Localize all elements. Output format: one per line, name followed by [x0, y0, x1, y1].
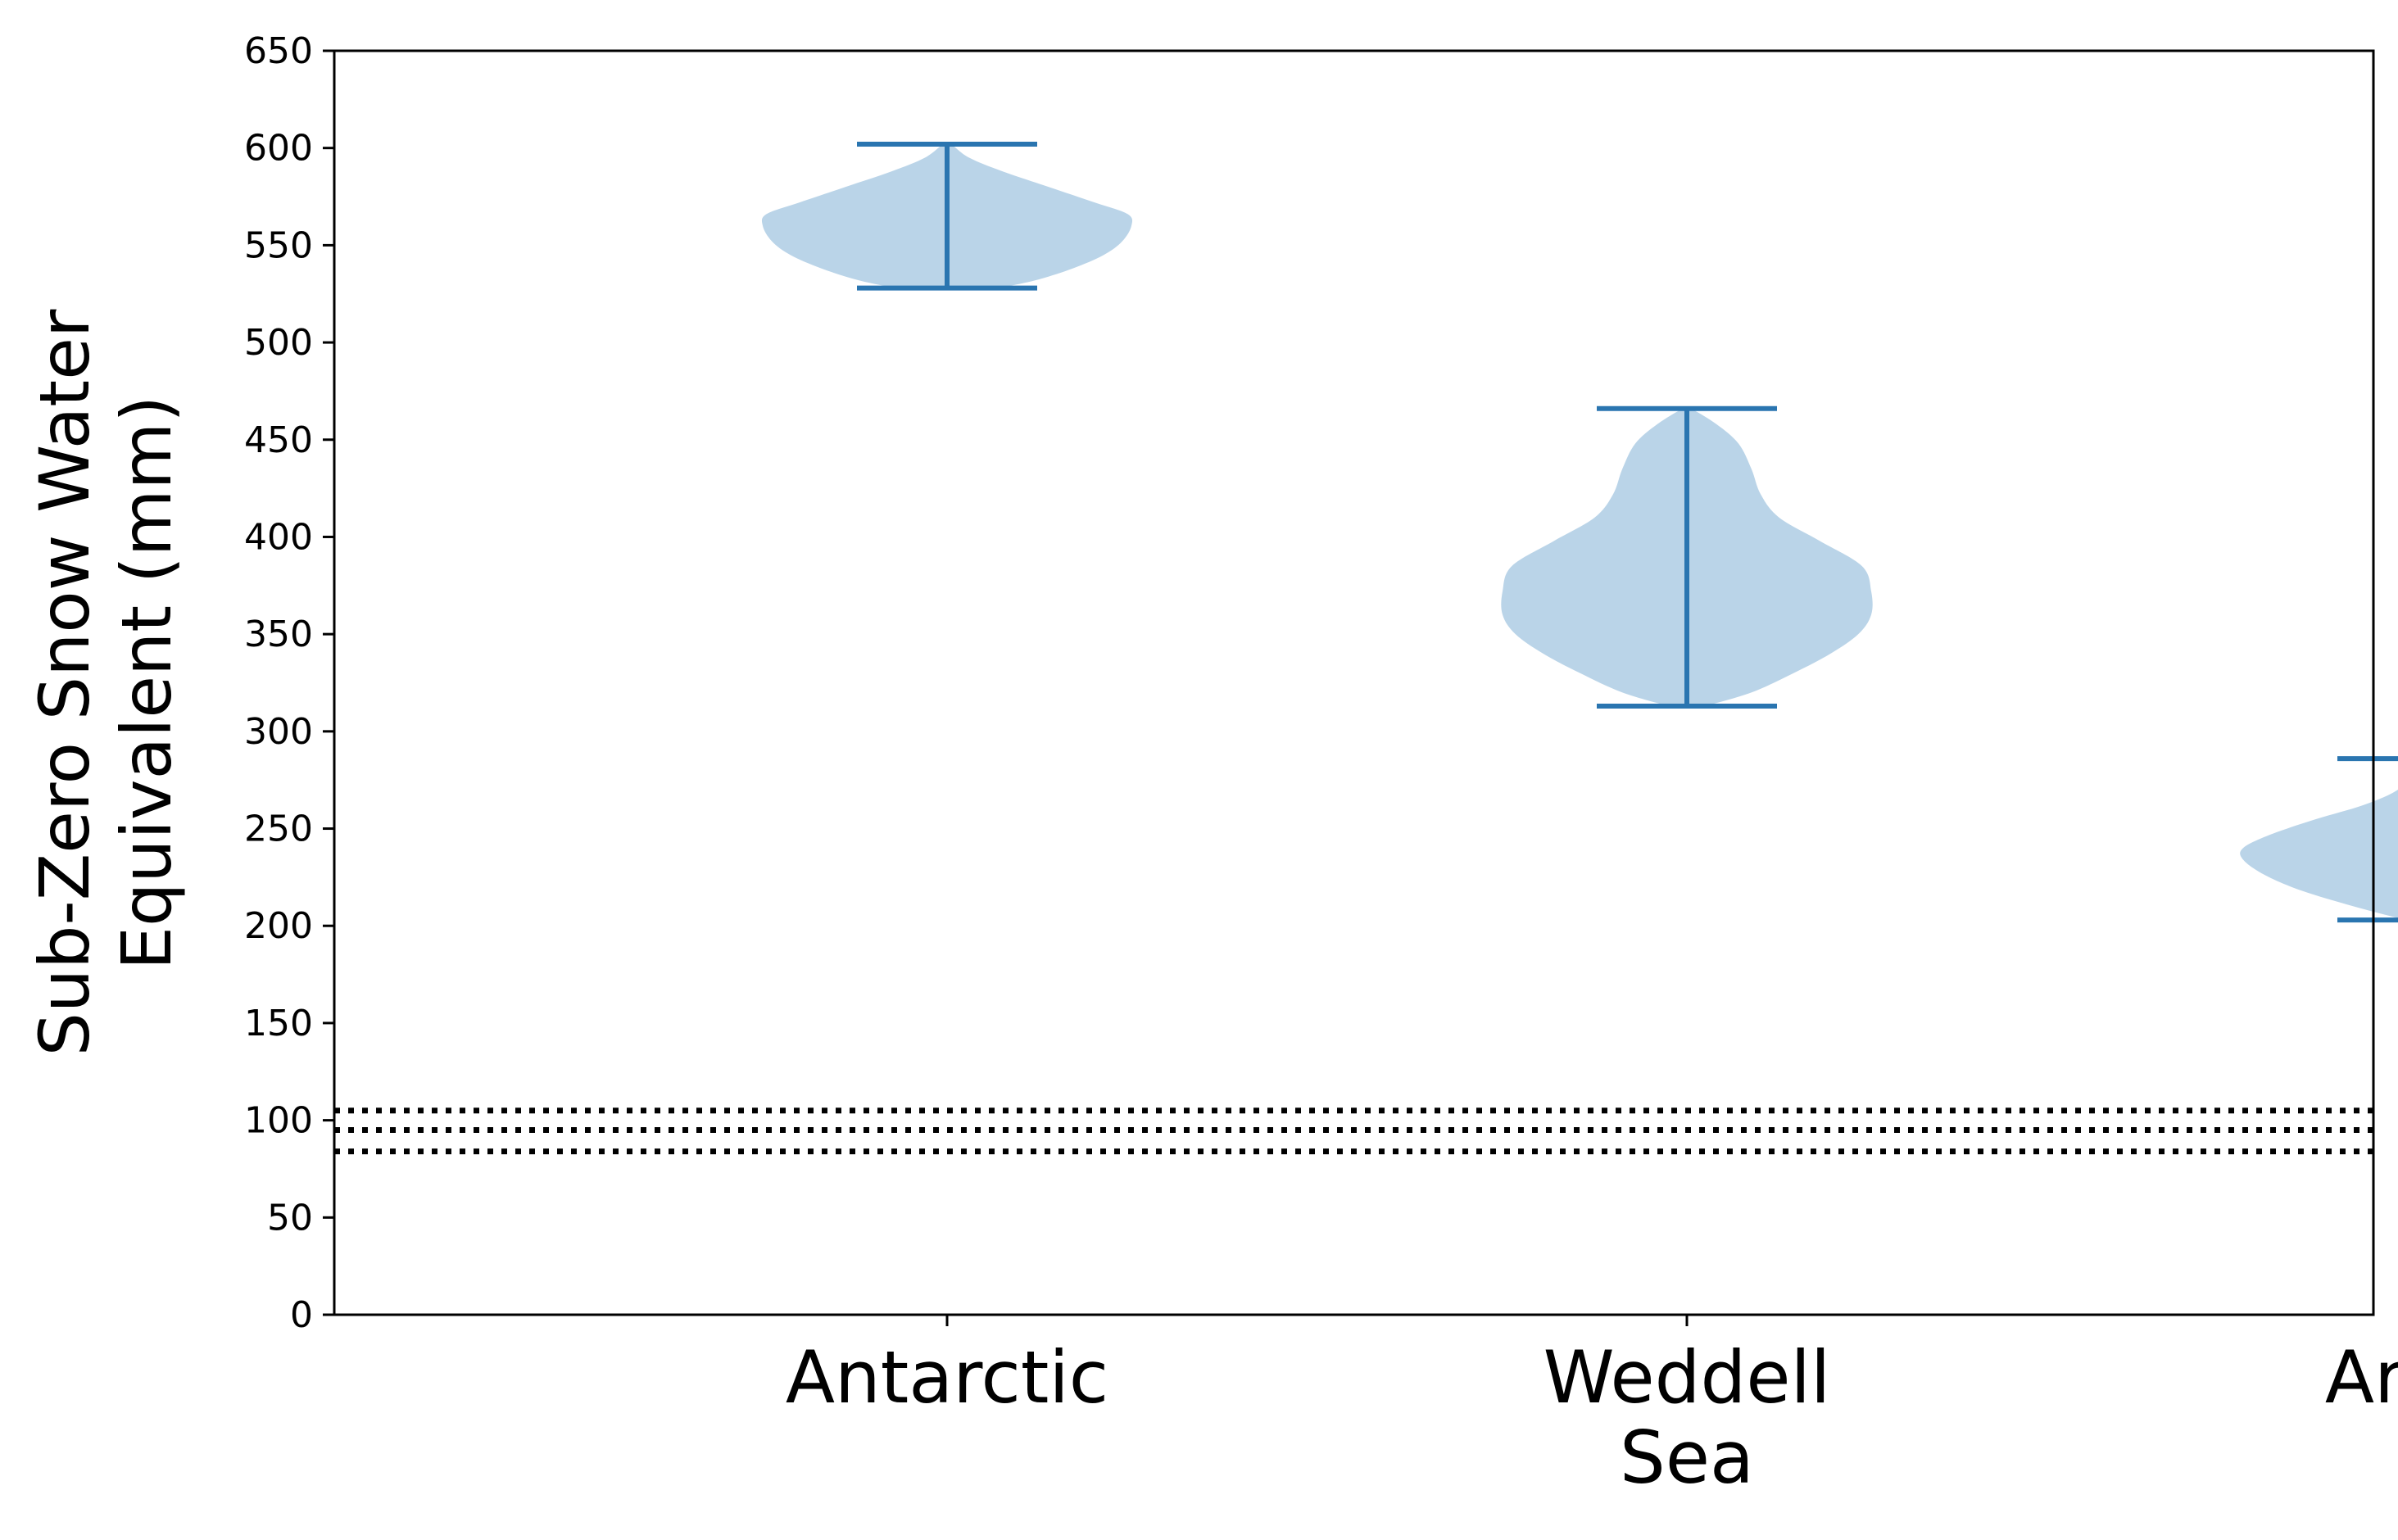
y-axis-title: Sub-Zero Snow Water Equivalent (mm): [25, 309, 187, 1056]
x-tick-label: Weddell: [1544, 1335, 1831, 1420]
y-tick-label: 600: [244, 128, 313, 170]
y-axis-title-line: Sub-Zero Snow Water: [25, 309, 105, 1056]
y-tick-label: 150: [244, 1003, 313, 1044]
y-tick-label: 100: [244, 1100, 313, 1142]
y-tick-label: 350: [244, 614, 313, 655]
y-tick-label: 0: [290, 1294, 313, 1336]
y-tick-label: 250: [244, 808, 313, 850]
x-tick-label: Arctic: [2325, 1335, 2398, 1420]
y-tick-label: 550: [244, 224, 313, 266]
y-tick-label: 500: [244, 322, 313, 364]
y-ticks: 0 50 100 150 200 250 300 350 400 450 500 550 600 650: [244, 30, 334, 1336]
plot-frame: [333, 49, 2375, 1316]
reference-lines: [334, 1107, 2373, 1155]
y-axis-title-line: Equivalent (mm): [107, 396, 187, 970]
y-tick-label: 300: [244, 711, 313, 753]
y-tick-label: 200: [244, 905, 313, 947]
y-tick-label: 400: [244, 516, 313, 558]
violins: [761, 141, 2398, 923]
y-tick-label: 450: [244, 419, 313, 461]
x-tick-label: Antarctic: [786, 1335, 1108, 1420]
axes: [333, 49, 2375, 1316]
y-tick-label: 650: [244, 30, 313, 72]
x-tick-label: Sea: [1620, 1415, 1754, 1500]
y-tick-label: 50: [267, 1197, 313, 1239]
violin-body-arctic: [2240, 790, 2398, 918]
